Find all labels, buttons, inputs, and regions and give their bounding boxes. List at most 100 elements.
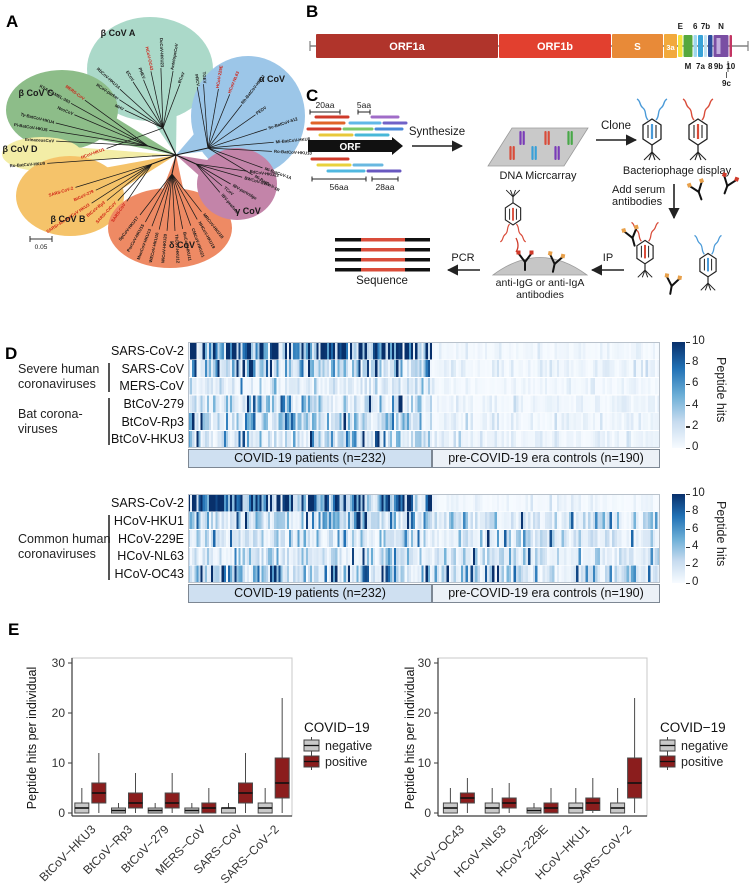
heatmap-cell (303, 395, 307, 413)
displayed-peptide-squiggle (694, 234, 705, 255)
heatmap-cell (373, 565, 376, 583)
heatmap-cell (535, 430, 538, 449)
heatmap-cell (585, 359, 589, 378)
heatmap-cell (475, 529, 478, 548)
heatmap-cell (568, 529, 572, 548)
ab-stem (697, 190, 703, 201)
heatmap-cell (211, 494, 214, 512)
heatmap-cell (648, 377, 651, 396)
heatmap-cell (508, 511, 512, 530)
heatmap-cell (305, 430, 309, 449)
heatmap-cell (244, 547, 248, 566)
heatmap-cell (219, 430, 222, 449)
heatmap-cell (489, 342, 493, 360)
heatmap-cell (274, 529, 277, 548)
heatmap-cell (371, 547, 374, 566)
heatmap-cell (387, 359, 391, 378)
heatmap-cell (451, 412, 454, 431)
heatmap-cell (568, 430, 572, 449)
heatmap-cell (209, 377, 212, 396)
bacteriophage-icon (682, 98, 714, 161)
displayed-peptide-squiggle (655, 98, 668, 121)
heatmap-cell (227, 395, 231, 413)
legend-item-label: positive (325, 755, 367, 769)
heatmap-cell (375, 547, 378, 566)
phage-leg (704, 282, 709, 291)
heatmap-cell (406, 494, 410, 512)
heatmap-cell (636, 494, 639, 512)
heatmap-cell (303, 377, 307, 396)
heatmap-cell (272, 412, 275, 431)
heatmap-cell (489, 395, 493, 413)
heatmap-cell (358, 430, 361, 449)
heatmap-cell (487, 565, 490, 583)
heatmap-cell (556, 494, 560, 512)
heatmap-cell (383, 565, 387, 583)
heatmap-cell (492, 430, 495, 449)
heatmap-cell (607, 395, 610, 413)
heatmap-cell (396, 359, 399, 378)
heatmap-row-label: HCoV-HKU1 (113, 513, 184, 528)
heatmap-cell (280, 412, 283, 431)
heatmap-cell (406, 359, 410, 378)
heatmap-cell (489, 412, 493, 431)
heatmap-cell (307, 377, 311, 396)
heatmap-cell (432, 359, 435, 378)
heatmap-cell (633, 359, 637, 378)
heatmap-cell (571, 529, 574, 548)
heatmap-cell (225, 412, 229, 431)
heatmap-cell (377, 342, 380, 360)
heatmap-cell (645, 395, 649, 413)
heatmap-cell (278, 430, 281, 449)
heatmap-cell (356, 377, 359, 396)
heatmap-cell (299, 511, 302, 530)
heatmap-cell (408, 529, 412, 548)
heatmap-cell (263, 359, 267, 378)
heatmap-cell (446, 342, 450, 360)
heatmap-cell (612, 565, 615, 583)
heatmap-cell (525, 359, 529, 378)
heatmap-cell (554, 377, 558, 396)
heatmap-cell (636, 430, 639, 449)
heatmap-cell (626, 547, 630, 566)
heatmap-cell (331, 529, 334, 548)
heatmap-cell (215, 377, 218, 396)
heatmap-cell (525, 342, 529, 360)
heatmap-cell (194, 359, 197, 378)
heatmap-cell (410, 529, 414, 548)
heatmap-cell (652, 529, 656, 548)
bracket-28aa-label: 28aa (376, 182, 395, 192)
heatmap-cell (595, 547, 598, 566)
heatmap-cell (542, 395, 546, 413)
heatmap-cell (232, 565, 235, 583)
heatmap-cell (375, 565, 378, 583)
heatmap-cell (326, 395, 330, 413)
box-positive (128, 792, 143, 809)
heatmap-cell (215, 342, 218, 360)
phylo-tip-label: ErinaceusCoV (25, 137, 54, 144)
heatmap-cell (516, 565, 519, 583)
heatmap-cell (436, 430, 440, 449)
heatmap-cell (192, 377, 195, 396)
heatmap-cell (377, 395, 380, 413)
heatmap-cell (439, 359, 442, 378)
heatmap-cell (477, 377, 481, 396)
heatmap-cell (417, 565, 420, 583)
heatmap-cell (576, 494, 579, 512)
add-serum-label-2: antibodies (612, 196, 663, 208)
heatmap-cell (274, 547, 277, 566)
heatmap-cell (602, 377, 606, 396)
heatmap-cell (232, 412, 235, 431)
heatmap-cell (236, 511, 239, 530)
heatmap-cell (381, 412, 384, 431)
heatmap-cell (528, 565, 531, 583)
heatmap-cell (595, 377, 598, 396)
heatmap-cell (504, 430, 507, 449)
heatmap-cell (525, 529, 529, 548)
heatmap-cell (198, 430, 201, 449)
heatmap-cell (633, 395, 637, 413)
heatmap-cell (335, 359, 338, 378)
heatmap-cell (310, 511, 313, 530)
heatmap-cell (253, 547, 256, 566)
heatmap-cell (597, 529, 601, 548)
